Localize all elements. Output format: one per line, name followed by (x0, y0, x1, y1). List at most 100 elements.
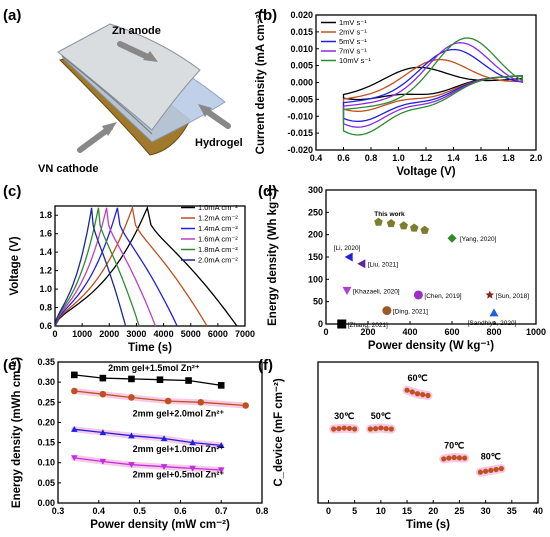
data-point (217, 442, 225, 449)
reference-point (344, 252, 353, 262)
legend-label: 7mV s⁻¹ (339, 47, 367, 56)
data-point (446, 455, 452, 461)
x-tick-label: 0.8 (365, 153, 378, 163)
series-label: 2mm gel+1.5mol Zn²⁺ (108, 363, 200, 373)
data-point (336, 426, 342, 432)
series-label: 2mm gel+2.0mol Zn²⁺ (133, 408, 225, 418)
data-point (128, 375, 135, 383)
reference-label: [Khazaeli, 2020] (353, 289, 400, 296)
data-point (128, 394, 135, 401)
x-tick-label: 1.4 (447, 153, 460, 163)
panel-label-b: (b) (258, 7, 277, 24)
y-tick-label: 0.10 (37, 458, 55, 468)
group-label: 80℃ (481, 452, 501, 462)
vn-cathode-arrow (77, 125, 113, 153)
y-tick-label: 1.8 (39, 210, 52, 220)
this-work-point (420, 225, 429, 234)
x-tick-label: 35 (507, 506, 517, 516)
plot-frame (54, 205, 246, 327)
y-tick-label: 0.00 (37, 498, 55, 508)
x-tick-label: 5 (352, 506, 357, 516)
legend-label: 1.2mA cm⁻² (198, 214, 238, 223)
reference-point (382, 306, 392, 316)
x-axis-label: Power density (W kg⁻¹) (368, 340, 494, 352)
data-point (425, 392, 431, 399)
data-point (404, 387, 410, 393)
y-tick-label: -0.015 (287, 128, 313, 138)
data-point (388, 426, 394, 432)
y-tick-label: 0.25 (37, 397, 55, 407)
data-point (71, 425, 78, 432)
x-tick-label: 3000 (126, 329, 146, 339)
data-point (331, 426, 337, 432)
gcd-curve-4 (54, 207, 140, 327)
x-tick-label: 15 (402, 506, 412, 516)
data-point (441, 456, 447, 462)
data-point (185, 377, 192, 384)
y-axis-label: Current density (mA cm⁻²) (255, 11, 267, 155)
x-tick-label: 0.4 (310, 153, 323, 163)
hydrogel-arrow (202, 107, 231, 129)
data-point (128, 462, 135, 469)
x-tick-label: 400 (402, 327, 417, 337)
legend-label: 1.4mA cm⁻² (198, 224, 238, 233)
y-tick-label: 0.20 (37, 417, 55, 427)
plot-frame (317, 361, 539, 504)
reference-label: [Yang, 2020] (460, 236, 497, 243)
data-point (498, 466, 504, 472)
series-line-3 (74, 457, 222, 471)
data-point (189, 465, 196, 472)
x-tick-label: 1.2 (420, 153, 433, 163)
panel-label-a: (a) (3, 7, 21, 24)
chart-d: 0 200 400 600 800 1000 0 50 100 150 200 250 300 Power… (267, 185, 546, 352)
y-tick-label: 0.35 (37, 357, 55, 367)
x-tick-label: 0.7 (215, 506, 228, 516)
x-tick-label: 1000 (526, 327, 546, 337)
this-work-label: This work (374, 211, 405, 218)
series-line-0 (74, 374, 222, 387)
legend-label: 2mV s⁻¹ (339, 28, 367, 37)
reference-label: [Zhang, 2021] (348, 322, 388, 329)
legend-label: 2.0mA cm⁻² (198, 256, 238, 265)
x-tick-label: 20 (428, 506, 438, 516)
x-tick-label: 0.3 (52, 506, 65, 516)
data-point (71, 455, 78, 462)
x-tick-label: 1.6 (475, 153, 488, 163)
reference-point (485, 290, 495, 299)
data-point (71, 371, 78, 379)
y-tick-label: 200 (308, 230, 323, 240)
y-tick-label: 0.6 (39, 321, 52, 331)
y-tick-label: 0.05 (37, 478, 55, 488)
data-point (493, 466, 499, 473)
data-point (483, 468, 489, 474)
panel-label-e: (e) (3, 357, 21, 374)
data-point (383, 426, 389, 432)
x-tick-label: 0 (323, 327, 328, 337)
x-tick-label: 0 (52, 329, 57, 339)
y-tick-label: 0.8 (39, 303, 52, 313)
this-work-point (374, 217, 383, 226)
y-tick-label: 0.020 (290, 10, 313, 20)
y-tick-label: 1.0 (39, 284, 52, 294)
series-line-2 (74, 428, 222, 447)
x-axis-label: Time (s) (128, 342, 172, 354)
data-point (341, 425, 347, 431)
y-tick-label: 0 (318, 319, 323, 329)
gcd-curve-0 (54, 205, 238, 327)
x-tick-label: 0.6 (337, 153, 350, 163)
plot-frame (325, 189, 537, 325)
data-point (128, 432, 135, 439)
data-point (488, 467, 494, 473)
reference-point (447, 233, 457, 243)
reference-label: [Liu, 2021] (368, 262, 399, 269)
gcd-curve-3 (54, 207, 157, 327)
data-point (451, 454, 457, 461)
series-label: 2mm gel+0.5mol Zn²⁺ (133, 470, 225, 480)
data-point (367, 426, 373, 432)
chart-c: 0 1000 2000 3000 4000 5000 6000 7000 0.6 0.8 1.0 1.… (9, 203, 255, 354)
this-work-point (409, 223, 419, 232)
x-tick-label: 0.8 (256, 506, 269, 516)
data-point (99, 390, 107, 398)
y-tick-label: -0.005 (287, 94, 313, 104)
reference-point (337, 319, 347, 329)
